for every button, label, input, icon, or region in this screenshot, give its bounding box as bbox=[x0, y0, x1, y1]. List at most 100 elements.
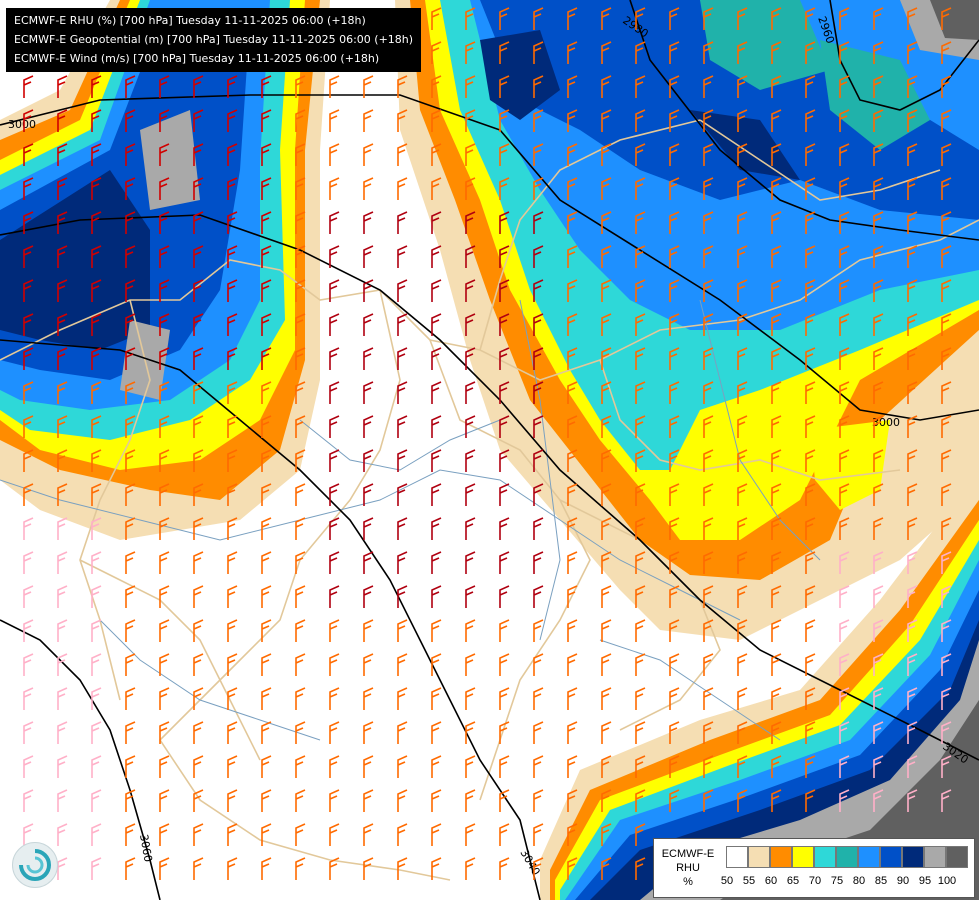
wind-barb bbox=[737, 517, 748, 540]
wind-barb bbox=[431, 7, 442, 30]
wind-barb bbox=[23, 517, 34, 540]
wind-barb bbox=[737, 415, 748, 438]
wind-barb bbox=[193, 789, 204, 812]
wind-barb bbox=[499, 517, 510, 540]
wind-barb bbox=[125, 75, 136, 98]
wind-barb bbox=[499, 653, 510, 676]
wind-barb bbox=[567, 143, 578, 166]
wind-barb bbox=[227, 177, 238, 200]
title-wind: ECMWF-E Wind (m/s) [700 hPa] Tuesday 11-… bbox=[14, 52, 380, 65]
wind-barb bbox=[601, 653, 612, 676]
wind-barb bbox=[839, 109, 850, 132]
wind-barb bbox=[159, 381, 170, 404]
wind-barb bbox=[465, 279, 476, 302]
wind-barb bbox=[91, 449, 102, 472]
wind-barb bbox=[567, 721, 578, 744]
wind-barb bbox=[805, 789, 816, 812]
swirl-logo-icon bbox=[12, 842, 58, 888]
wind-barb bbox=[907, 41, 918, 64]
wind-barb bbox=[737, 143, 748, 166]
wind-barb bbox=[329, 177, 340, 200]
wind-barb bbox=[295, 823, 306, 846]
wind-barb bbox=[261, 143, 272, 166]
wind-barb bbox=[431, 177, 442, 200]
wind-barb bbox=[23, 755, 34, 778]
legend-swatch bbox=[924, 846, 946, 868]
wind-barb bbox=[567, 551, 578, 574]
wind-barb bbox=[771, 449, 782, 472]
legend-level-label: 80 bbox=[852, 875, 866, 887]
wind-barb bbox=[703, 143, 714, 166]
wind-barb bbox=[941, 109, 952, 132]
wind-barb bbox=[57, 585, 68, 608]
wind-barb bbox=[805, 109, 816, 132]
wind-barb bbox=[159, 109, 170, 132]
wind-barb bbox=[941, 381, 952, 404]
wind-barb bbox=[465, 211, 476, 234]
wind-barb bbox=[635, 653, 646, 676]
wind-barb bbox=[465, 245, 476, 268]
wind-barb bbox=[465, 857, 476, 880]
legend-level-label: 90 bbox=[896, 875, 910, 887]
wind-barb bbox=[227, 721, 238, 744]
wind-barb bbox=[159, 585, 170, 608]
wind-barb bbox=[57, 211, 68, 234]
wind-barb bbox=[567, 823, 578, 846]
wind-barb bbox=[91, 313, 102, 336]
wind-barb bbox=[91, 517, 102, 540]
wind-barb bbox=[261, 381, 272, 404]
wind-barb bbox=[499, 823, 510, 846]
wind-barb bbox=[363, 75, 374, 98]
wind-barb bbox=[295, 381, 306, 404]
wind-barb bbox=[499, 619, 510, 642]
wind-barb bbox=[533, 313, 544, 336]
wind-barb bbox=[91, 619, 102, 642]
wind-barb bbox=[193, 687, 204, 710]
wind-barb bbox=[533, 653, 544, 676]
wind-barb bbox=[295, 517, 306, 540]
wind-barb bbox=[125, 415, 136, 438]
wind-barb bbox=[703, 687, 714, 710]
wind-barb bbox=[261, 585, 272, 608]
wind-barb bbox=[125, 143, 136, 166]
wind-barb bbox=[941, 347, 952, 370]
wind-barb bbox=[465, 619, 476, 642]
wind-barb bbox=[907, 279, 918, 302]
wind-barb bbox=[635, 109, 646, 132]
wind-barb bbox=[125, 823, 136, 846]
wind-barb bbox=[601, 789, 612, 812]
contour-label: 3060 bbox=[137, 833, 155, 863]
wind-barb bbox=[193, 109, 204, 132]
wind-barb bbox=[57, 687, 68, 710]
wind-barb bbox=[159, 211, 170, 234]
wind-barb bbox=[499, 415, 510, 438]
wind-barb bbox=[91, 245, 102, 268]
wind-barb bbox=[601, 721, 612, 744]
wind-barb bbox=[397, 415, 408, 438]
wind-barb bbox=[193, 313, 204, 336]
wind-barb bbox=[839, 381, 850, 404]
wind-barb bbox=[465, 653, 476, 676]
wind-barb bbox=[363, 755, 374, 778]
wind-barb bbox=[295, 415, 306, 438]
wind-barb bbox=[941, 755, 952, 778]
legend-swatch bbox=[792, 846, 814, 868]
wind-barb bbox=[125, 789, 136, 812]
wind-barb bbox=[839, 313, 850, 336]
wind-barb bbox=[567, 109, 578, 132]
wind-barb bbox=[635, 857, 646, 880]
wind-barb bbox=[941, 313, 952, 336]
wind-barb bbox=[635, 75, 646, 98]
wind-barb bbox=[771, 721, 782, 744]
wind-barb bbox=[873, 211, 884, 234]
wind-barb bbox=[431, 755, 442, 778]
wind-barb bbox=[567, 41, 578, 64]
wind-barb bbox=[941, 483, 952, 506]
wind-barb bbox=[91, 415, 102, 438]
wind-barb bbox=[533, 721, 544, 744]
wind-barb bbox=[125, 551, 136, 574]
rhu-band-75-ne bbox=[700, 0, 830, 90]
wind-barb bbox=[159, 279, 170, 302]
wind-barb bbox=[873, 245, 884, 268]
wind-barb bbox=[125, 381, 136, 404]
